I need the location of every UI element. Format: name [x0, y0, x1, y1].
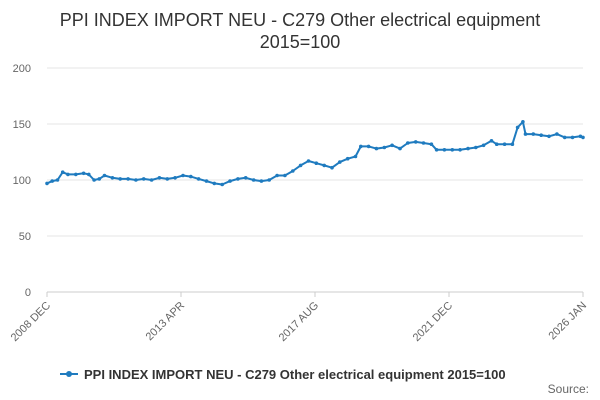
- legend-dot-marker: [66, 371, 72, 377]
- data-point[interactable]: [523, 132, 528, 136]
- data-point[interactable]: [87, 172, 91, 177]
- data-point[interactable]: [581, 135, 585, 140]
- source-label: Source:: [548, 382, 589, 396]
- data-point[interactable]: [45, 181, 49, 186]
- data-point[interactable]: [489, 139, 494, 143]
- data-point[interactable]: [60, 170, 65, 174]
- data-point[interactable]: [189, 174, 193, 179]
- chart-title: PPI INDEX IMPORT NEU - C279 Other electr…: [60, 10, 541, 52]
- legend[interactable]: PPI INDEX IMPORT NEU - C279 Other electr…: [60, 367, 506, 382]
- data-point[interactable]: [220, 182, 224, 187]
- data-point[interactable]: [474, 145, 478, 150]
- data-point[interactable]: [570, 135, 575, 140]
- data-point[interactable]: [126, 177, 130, 181]
- data-point[interactable]: [74, 172, 78, 177]
- data-point[interactable]: [251, 178, 256, 182]
- data-point[interactable]: [81, 171, 86, 176]
- data-point[interactable]: [243, 176, 248, 180]
- x-tick-label: 2017 AUG: [277, 300, 321, 344]
- series-layer: [45, 120, 585, 187]
- data-point[interactable]: [555, 132, 559, 136]
- data-point[interactable]: [466, 146, 470, 151]
- data-point[interactable]: [291, 169, 295, 173]
- data-point[interactable]: [434, 148, 439, 152]
- data-point[interactable]: [406, 141, 410, 145]
- data-point[interactable]: [510, 142, 515, 146]
- data-point[interactable]: [382, 145, 387, 150]
- data-point[interactable]: [236, 177, 240, 181]
- data-point[interactable]: [390, 143, 394, 148]
- x-axis: 2008 DEC 2013 APR 2017 AUG 2021 DEC 2026 JAN: [9, 291, 589, 344]
- data-point[interactable]: [345, 156, 350, 161]
- data-point[interactable]: [66, 172, 70, 177]
- data-point[interactable]: [359, 144, 363, 149]
- data-point[interactable]: [196, 177, 201, 181]
- y-tick-label-50: 50: [19, 231, 31, 243]
- data-point[interactable]: [539, 133, 543, 137]
- data-point[interactable]: [429, 142, 434, 146]
- data-point[interactable]: [421, 141, 426, 145]
- data-point[interactable]: [547, 134, 551, 139]
- data-point[interactable]: [228, 179, 232, 183]
- data-point[interactable]: [494, 142, 499, 146]
- chart-title-line-1: PPI INDEX IMPORT NEU - C279 Other electr…: [60, 10, 541, 30]
- data-point[interactable]: [366, 144, 371, 149]
- data-point[interactable]: [306, 159, 311, 163]
- data-point[interactable]: [338, 160, 342, 164]
- data-point[interactable]: [181, 173, 185, 178]
- data-point[interactable]: [157, 176, 162, 180]
- data-point[interactable]: [353, 154, 358, 159]
- chart-title-line-2: 2015=100: [260, 32, 341, 52]
- y-tick-label-100: 100: [13, 175, 31, 187]
- data-point[interactable]: [165, 177, 170, 181]
- data-point[interactable]: [481, 143, 486, 148]
- data-point[interactable]: [450, 148, 455, 152]
- data-point[interactable]: [97, 177, 102, 181]
- data-point[interactable]: [149, 178, 154, 182]
- y-gridlines: [47, 67, 583, 237]
- x-tick-label: 2008 DEC: [9, 300, 53, 344]
- data-point[interactable]: [322, 163, 327, 168]
- data-point[interactable]: [314, 161, 319, 165]
- data-point[interactable]: [521, 120, 525, 124]
- y-tick-label-150: 150: [13, 119, 31, 131]
- y-axis-ticks: 0 50 100 150 200: [13, 63, 31, 299]
- data-point[interactable]: [275, 173, 279, 178]
- data-point[interactable]: [92, 178, 96, 182]
- data-point[interactable]: [141, 177, 146, 181]
- data-point[interactable]: [50, 179, 54, 183]
- data-point[interactable]: [515, 125, 520, 130]
- data-point[interactable]: [118, 177, 122, 181]
- y-tick-label-0: 0: [25, 287, 31, 299]
- x-tick-label: 2013 APR: [144, 300, 188, 344]
- data-point[interactable]: [204, 179, 209, 183]
- data-point[interactable]: [413, 140, 418, 144]
- data-point[interactable]: [531, 132, 536, 136]
- legend-label: PPI INDEX IMPORT NEU - C279 Other electr…: [84, 367, 506, 382]
- data-point[interactable]: [102, 173, 107, 178]
- data-point[interactable]: [374, 146, 379, 151]
- data-point[interactable]: [134, 178, 138, 182]
- data-point[interactable]: [173, 176, 177, 180]
- data-point[interactable]: [458, 148, 462, 152]
- series-line: [46, 120, 584, 186]
- x-tick-label: 2021 DEC: [411, 300, 455, 344]
- x-tick-label: 2026 JAN: [546, 300, 589, 343]
- data-point[interactable]: [398, 146, 402, 151]
- data-point[interactable]: [283, 173, 287, 178]
- data-point[interactable]: [442, 148, 447, 152]
- data-point[interactable]: [502, 142, 507, 146]
- data-point[interactable]: [55, 178, 60, 182]
- data-point[interactable]: [562, 135, 567, 140]
- data-point[interactable]: [259, 179, 264, 183]
- data-point[interactable]: [298, 163, 303, 168]
- y-tick-label-200: 200: [13, 63, 31, 75]
- data-point[interactable]: [212, 181, 217, 186]
- data-point[interactable]: [110, 176, 115, 180]
- data-point[interactable]: [267, 178, 272, 182]
- data-point[interactable]: [330, 165, 334, 170]
